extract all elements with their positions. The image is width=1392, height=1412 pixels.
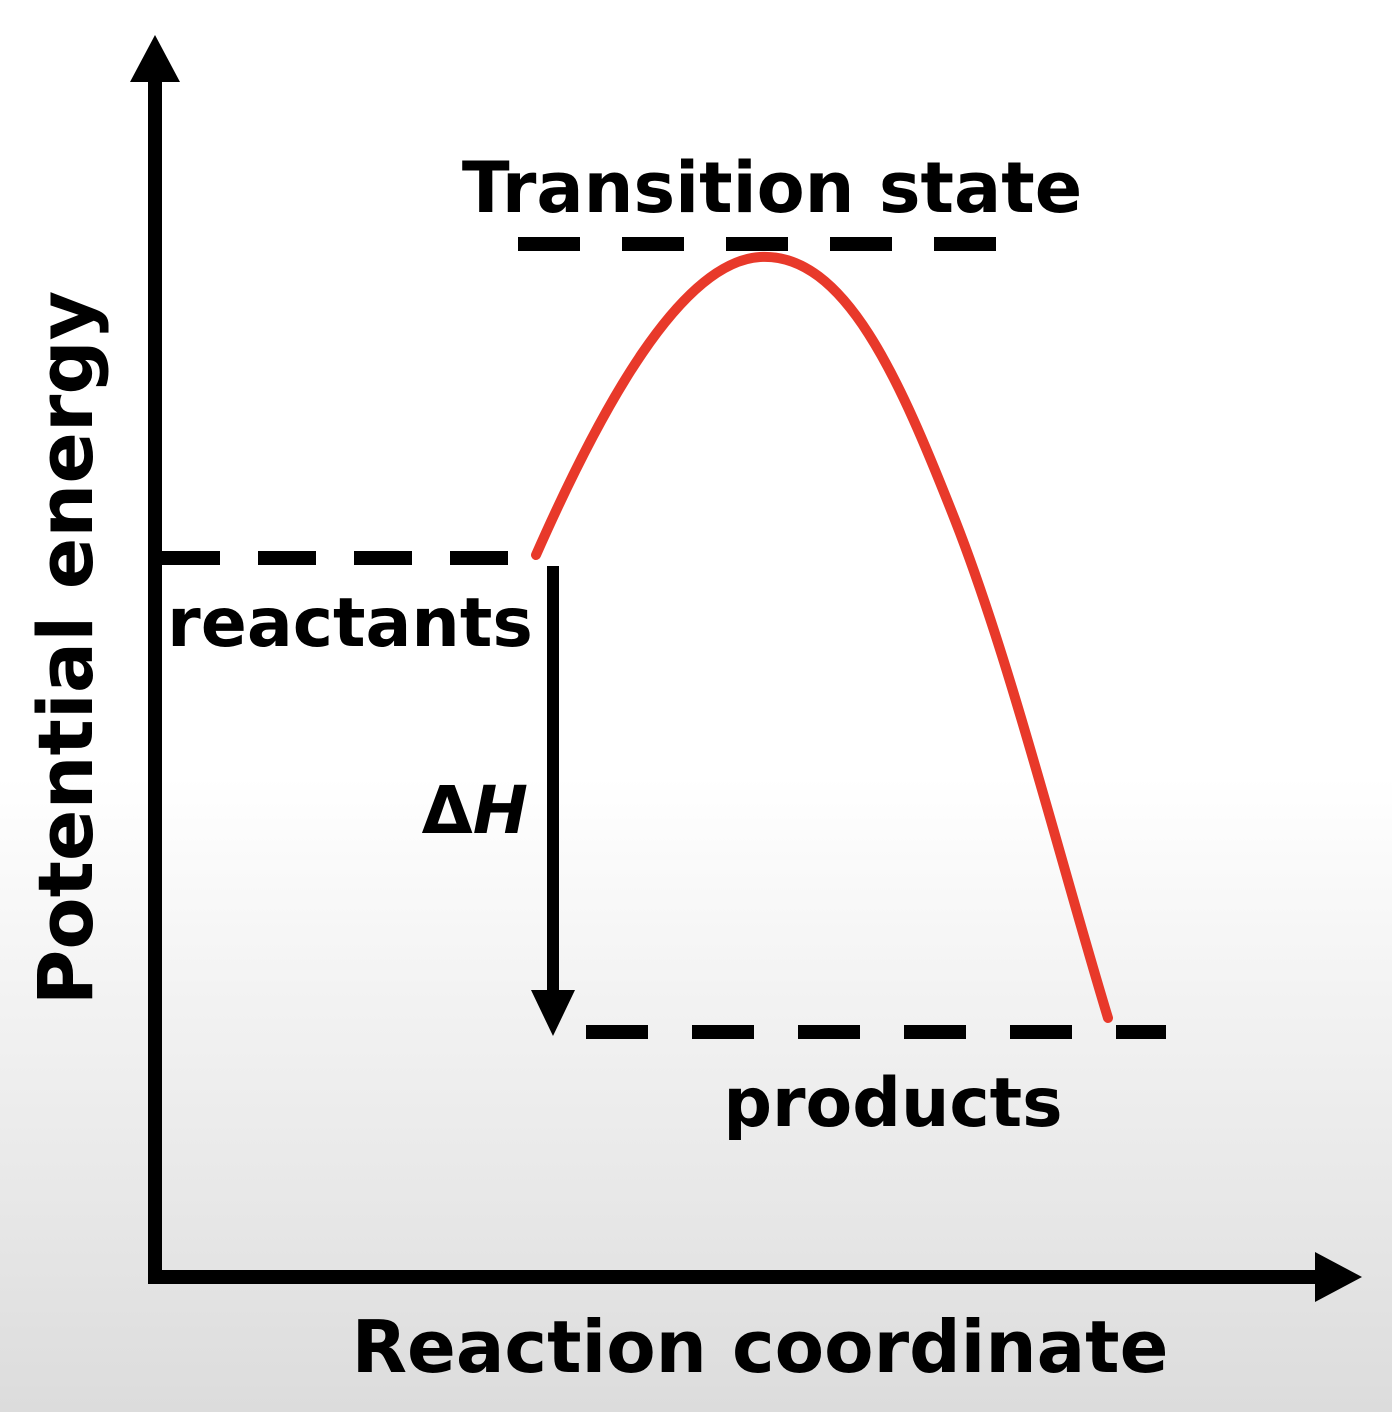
products-label: products xyxy=(723,1064,1062,1143)
reactants-label: reactants xyxy=(167,584,533,663)
x-axis-label: Reaction coordinate xyxy=(352,1305,1169,1389)
y-axis-arrowhead xyxy=(130,35,180,82)
y-axis-label: Potential energy xyxy=(21,291,110,1006)
delta-symbol: Δ xyxy=(422,772,473,849)
transition-state-label: Transition state xyxy=(462,147,1082,229)
x-axis-arrowhead xyxy=(1315,1252,1362,1302)
energy-curve xyxy=(531,251,1113,1023)
delta-h-label: ΔH xyxy=(422,772,528,849)
enthalpy-variable: H xyxy=(473,772,528,849)
delta-h-arrowhead xyxy=(531,990,575,1036)
